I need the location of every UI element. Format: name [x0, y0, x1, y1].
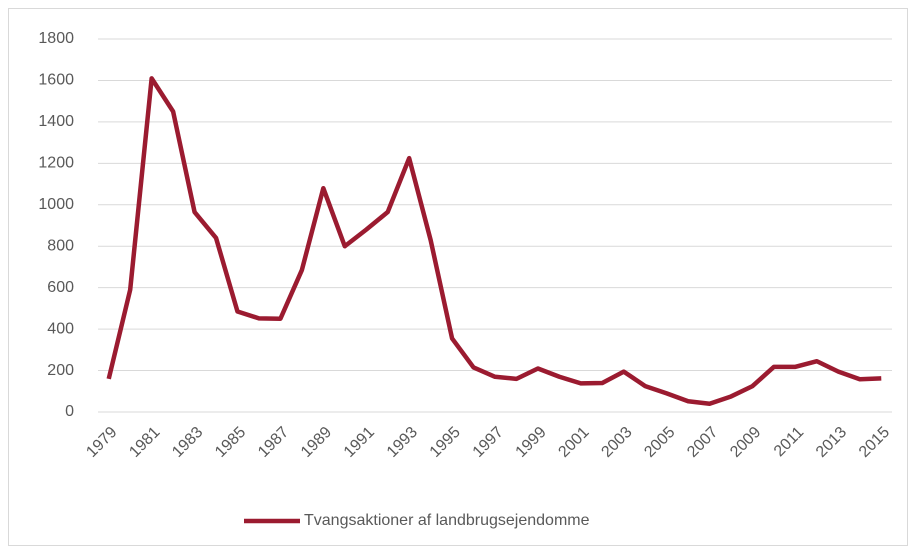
y-tick-label: 1000 — [38, 196, 74, 213]
y-tick-label: 1800 — [38, 30, 74, 47]
chart-border — [8, 8, 908, 546]
y-tick-label: 1600 — [38, 72, 74, 89]
data-line — [106, 76, 882, 406]
y-tick-label: 0 — [65, 403, 74, 420]
y-tick-label: 600 — [47, 279, 74, 296]
legend-label: Tvangsaktioner af landbrugsejendomme — [304, 512, 590, 529]
y-tick-label: 400 — [47, 320, 74, 337]
y-tick-label: 1200 — [38, 155, 74, 172]
y-tick-label: 1400 — [38, 113, 74, 130]
y-tick-label: 200 — [47, 362, 74, 379]
y-tick-label: 800 — [47, 237, 74, 254]
